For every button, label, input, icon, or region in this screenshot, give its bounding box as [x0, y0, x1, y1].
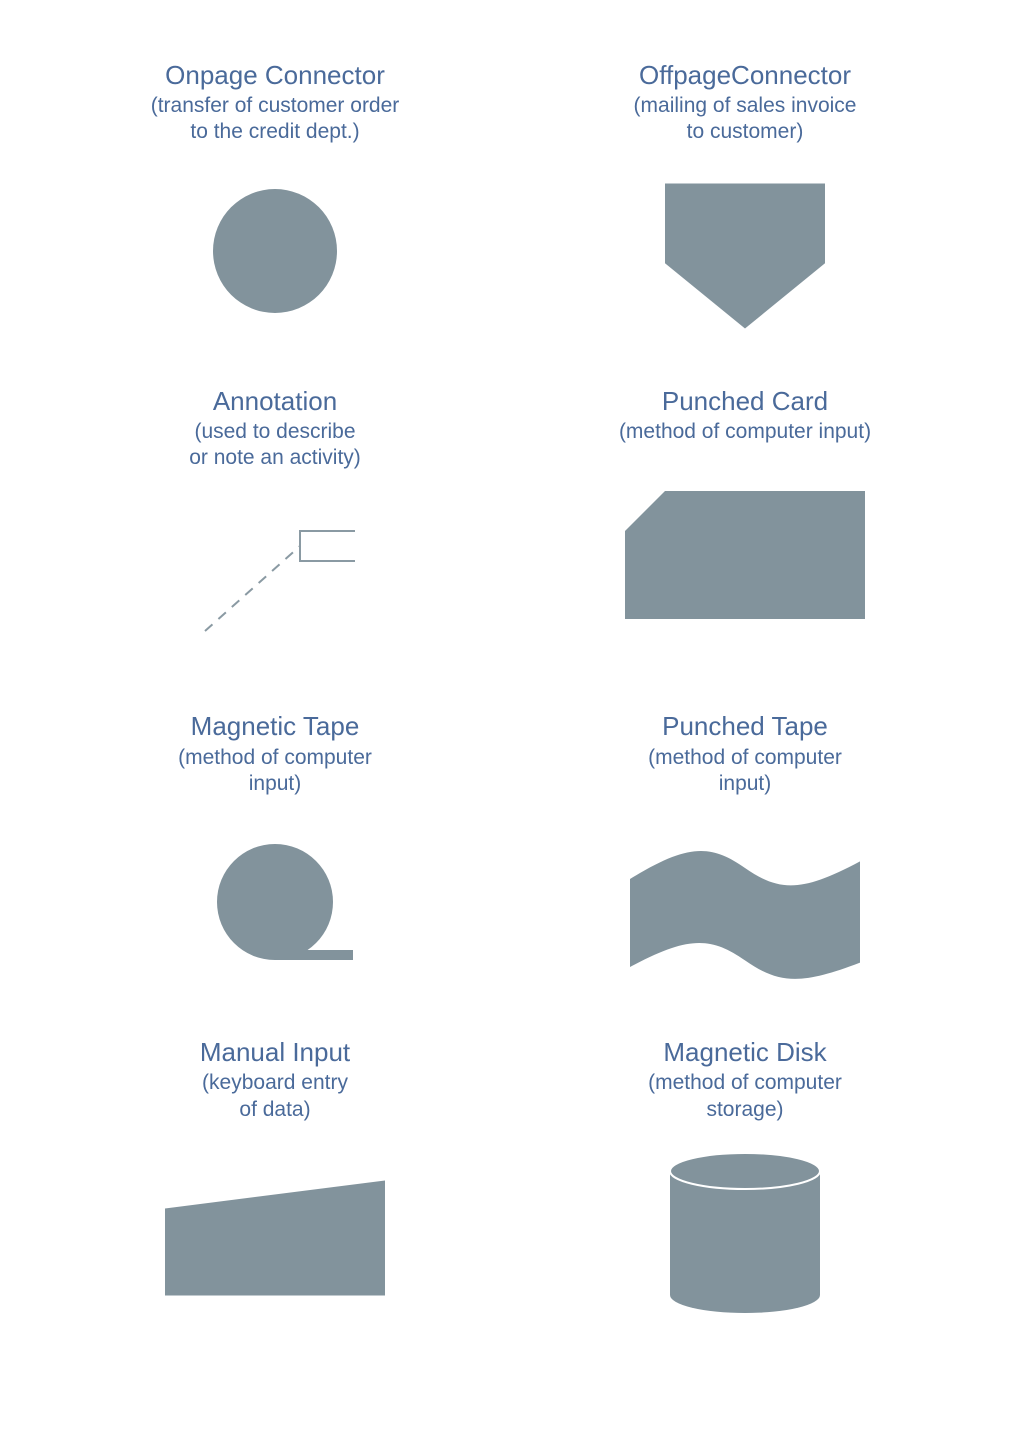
magnetic-disk-shape	[615, 1143, 875, 1313]
magnetic-disk-cell: Magnetic Disk(method of computerstorage)	[530, 1037, 960, 1313]
punched-tape-shape	[615, 817, 875, 987]
offpage-connector-subtitle: (mailing of sales invoiceto customer)	[634, 93, 857, 146]
annotation-shape	[145, 491, 405, 661]
punched-card-shape	[615, 465, 875, 635]
magnetic-tape-title: Magnetic Tape	[191, 711, 360, 742]
punched-tape-title: Punched Tape	[662, 711, 828, 742]
onpage-connector-title: Onpage Connector	[165, 60, 385, 91]
offpage-connector-cell: OffpageConnector(mailing of sales invoic…	[530, 60, 960, 336]
punched-card-title: Punched Card	[662, 386, 828, 417]
magnetic-disk-subtitle: (method of computerstorage)	[648, 1070, 842, 1123]
manual-input-title: Manual Input	[200, 1037, 350, 1068]
manual-input-cell: Manual Input(keyboard entryof data)	[60, 1037, 490, 1313]
manual-input-shape	[145, 1143, 405, 1313]
magnetic-disk-title: Magnetic Disk	[663, 1037, 826, 1068]
flowchart-symbol-grid: Onpage Connector(transfer of customer or…	[0, 0, 1020, 1353]
annotation-subtitle: (used to describeor note an activity)	[189, 419, 361, 472]
punched-card-cell: Punched Card(method of computer input)	[530, 386, 960, 662]
magnetic-tape-shape	[145, 817, 405, 987]
offpage-connector-shape	[615, 166, 875, 336]
onpage-connector-subtitle: (transfer of customer orderto the credit…	[151, 93, 400, 146]
punched-tape-cell: Punched Tape(method of computerinput)	[530, 711, 960, 987]
annotation-title: Annotation	[213, 386, 337, 417]
onpage-connector-cell: Onpage Connector(transfer of customer or…	[60, 60, 490, 336]
magnetic-tape-subtitle: (method of computerinput)	[178, 745, 372, 798]
magnetic-tape-cell: Magnetic Tape(method of computerinput)	[60, 711, 490, 987]
manual-input-subtitle: (keyboard entryof data)	[202, 1070, 348, 1123]
offpage-connector-title: OffpageConnector	[639, 60, 851, 91]
punched-card-subtitle: (method of computer input)	[619, 419, 871, 445]
annotation-cell: Annotation(used to describeor note an ac…	[60, 386, 490, 662]
punched-tape-subtitle: (method of computerinput)	[648, 745, 842, 798]
onpage-connector-shape	[145, 166, 405, 336]
